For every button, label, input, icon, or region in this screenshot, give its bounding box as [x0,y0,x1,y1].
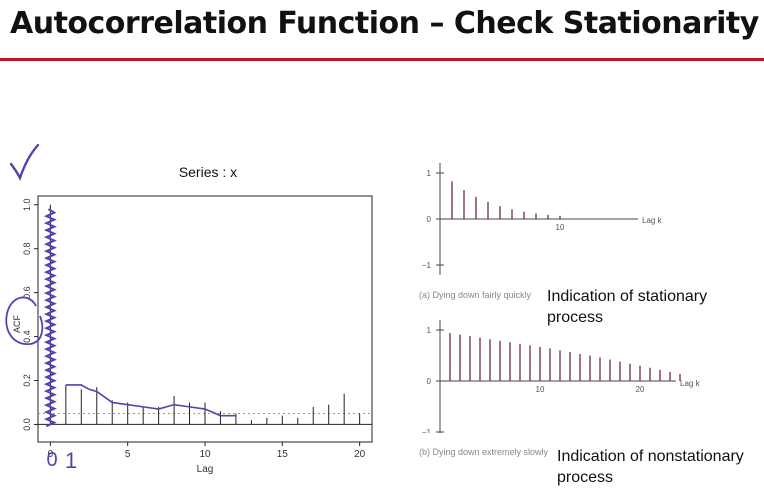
pen-trend-annotation [65,384,236,417]
chart-b-bars [449,333,681,381]
title-divider [0,58,764,61]
y-tick-label: −1 [422,261,432,270]
y-tick-label: −1 [422,428,432,433]
x-tick-label: 20 [354,449,366,460]
x-axis-label: Lag [197,464,214,475]
pen-one-annotation: 1 [65,448,77,473]
x-tick-label: 0 [48,449,54,460]
y-tick-label: 1.0 [22,199,32,212]
x-axis: 0 5 10 15 20 [48,442,366,460]
x-tick-label: 15 [277,449,289,460]
pen-circle-annotation [5,296,44,345]
y-tick-label: 0.6 [22,286,32,299]
chart-b-xlabel: Lag k [680,379,701,388]
chart-b-axes: 10−110 20 [422,320,676,433]
x-tick-label: 10 [536,385,545,394]
y-axis-label: ACF [12,314,22,333]
chart-a-bars [451,181,561,219]
y-tick-label: 0.8 [22,242,32,255]
y-tick-label: 0 [427,377,432,386]
y-tick-label: 1 [427,169,432,178]
check-icon [9,143,40,182]
pen-squiggle-annotation [43,208,57,428]
acf-bars [38,204,372,425]
y-tick-label: 1 [427,326,432,335]
y-tick-label: 0.0 [22,418,32,431]
x-tick-label: 10 [556,223,565,232]
acf-chart-b: 10−110 20 Lag k [422,320,701,433]
acf-chart-series-x: Series : x ACF Lag 0.0 0.2 0.4 0.6 0.8 1.0 0 5… [5,164,373,475]
y-tick-label: 0.4 [22,330,32,343]
x-tick-label: 20 [636,385,645,394]
chart-title: Series : x [179,164,237,180]
chart-a-axes: 10−110 [422,163,638,275]
nonstationary-note: Indication of nonstationary process [557,448,744,486]
slide-title: Autocorrelation Function – Check Station… [10,6,759,41]
y-tick-label: 0 [427,215,432,224]
chart-b-caption: (b) Dying down extremely slowly [419,447,549,457]
y-axis: 0.0 0.2 0.4 0.6 0.8 1.0 [22,199,38,431]
x-tick-label: 10 [199,449,211,460]
chart-a-caption: (a) Dying down fairly quickly [419,290,532,300]
chart-a-xlabel: Lag k [642,216,663,225]
acf-chart-a: 10−110 Lag k [422,163,663,275]
x-tick-label: 5 [125,449,131,460]
stationary-note: Indication of stationary process [547,288,708,326]
y-tick-label: 0.2 [22,374,32,387]
pen-zero-annotation: 0 [46,449,57,471]
